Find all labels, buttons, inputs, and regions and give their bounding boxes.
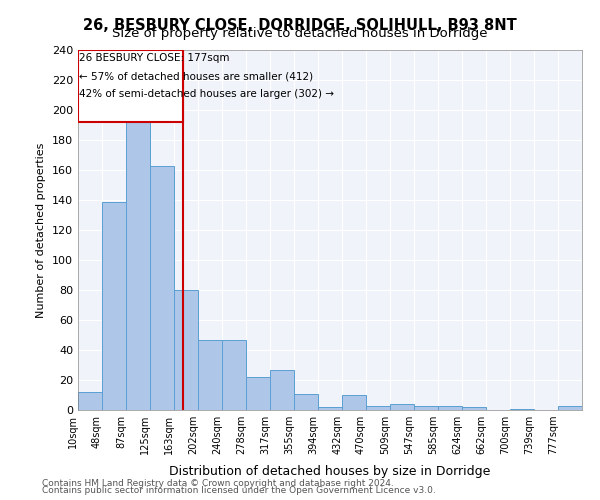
Bar [78, 392, 102, 410]
Bar [319, 407, 342, 410]
Text: 42% of semi-detached houses are larger (302) →: 42% of semi-detached houses are larger (… [79, 89, 334, 99]
Bar [510, 408, 535, 410]
Bar [78, 50, 182, 122]
Bar [558, 406, 582, 410]
Bar [126, 114, 150, 410]
Text: 26, BESBURY CLOSE, DORRIDGE, SOLIHULL, B93 8NT: 26, BESBURY CLOSE, DORRIDGE, SOLIHULL, B… [83, 18, 517, 32]
Y-axis label: Number of detached properties: Number of detached properties [37, 142, 46, 318]
X-axis label: Distribution of detached houses by size in Dorridge: Distribution of detached houses by size … [169, 466, 491, 478]
Bar [270, 370, 294, 410]
Bar [174, 290, 198, 410]
Bar [102, 202, 126, 410]
Bar [294, 394, 319, 410]
Bar [150, 166, 174, 410]
Bar [342, 395, 366, 410]
Bar [438, 406, 463, 410]
Bar [463, 407, 486, 410]
Bar [391, 404, 414, 410]
Text: 26 BESBURY CLOSE: 177sqm: 26 BESBURY CLOSE: 177sqm [79, 53, 230, 63]
Bar [246, 377, 270, 410]
Text: ← 57% of detached houses are smaller (412): ← 57% of detached houses are smaller (41… [79, 71, 313, 81]
Bar [198, 340, 222, 410]
Bar [366, 406, 391, 410]
Bar [222, 340, 246, 410]
Text: Size of property relative to detached houses in Dorridge: Size of property relative to detached ho… [112, 28, 488, 40]
Text: Contains public sector information licensed under the Open Government Licence v3: Contains public sector information licen… [42, 486, 436, 495]
Text: Contains HM Land Registry data © Crown copyright and database right 2024.: Contains HM Land Registry data © Crown c… [42, 478, 394, 488]
Bar [414, 406, 438, 410]
